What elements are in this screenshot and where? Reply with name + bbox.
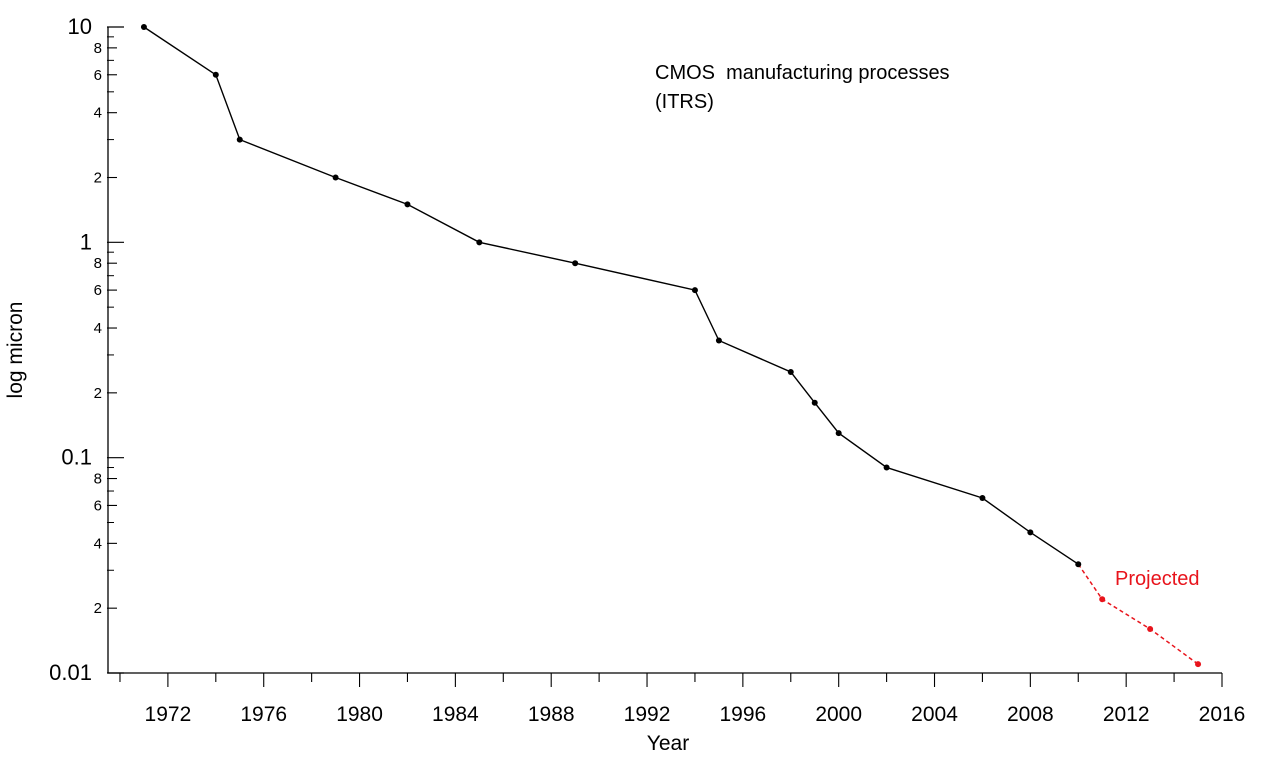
y-minor-tick-label: 4	[94, 320, 102, 337]
y-minor-tick-label: 2	[94, 170, 102, 187]
data-point	[572, 260, 579, 267]
y-tick-label: 10	[68, 14, 92, 39]
y-minor-tick-label: 6	[94, 67, 102, 84]
chart-title: CMOS manufacturing processes	[655, 62, 950, 84]
x-tick-label: 1992	[624, 703, 671, 726]
y-minor-tick-label: 6	[94, 282, 102, 299]
y-ticks: 10 1 0.1 0.01 8 6 4 2 8 6 4 2 8 6 4 2	[49, 14, 124, 685]
data-point	[715, 337, 722, 344]
axes	[107, 27, 1222, 674]
data-point	[1147, 626, 1154, 633]
x-axis-title: Year	[647, 732, 689, 755]
data-point	[404, 201, 411, 208]
y-minor-tick-label: 2	[94, 385, 102, 402]
x-tick-label: 2004	[911, 703, 958, 726]
y-minor-tick-label: 8	[94, 40, 102, 57]
x-ticks: 1972 1976 1980 1984 1988 1992 1996 2000 2004 2008…	[119, 673, 1246, 726]
x-tick-label: 2008	[1007, 703, 1054, 726]
data-point	[140, 24, 147, 30]
y-tick-label: 0.01	[49, 660, 92, 685]
data-point	[1195, 661, 1202, 668]
series-line-0	[143, 26, 1079, 565]
x-tick-label: 1980	[336, 703, 383, 726]
x-tick-label: 1996	[720, 703, 767, 726]
data-point	[787, 368, 794, 375]
data-point	[883, 464, 890, 471]
y-tick-label: 0.1	[61, 445, 92, 470]
y-minor-tick-label: 4	[94, 105, 102, 122]
data-point	[979, 494, 986, 501]
x-tick-label: 1988	[528, 703, 575, 726]
y-tick-label: 1	[80, 229, 92, 254]
data-point	[1027, 529, 1034, 536]
y-axis-title: log micron	[4, 302, 27, 399]
series-layer	[140, 24, 1202, 668]
x-tick-label: 1984	[432, 703, 479, 726]
x-tick-label: 1972	[145, 703, 192, 726]
data-point	[835, 430, 842, 437]
chart-subtitle: (ITRS)	[655, 91, 714, 113]
y-minor-tick-label: 8	[94, 471, 102, 488]
data-point	[1099, 596, 1106, 603]
data-point	[332, 174, 339, 181]
x-tick-label: 1976	[240, 703, 287, 726]
data-point	[236, 136, 243, 143]
data-point	[212, 71, 219, 78]
data-point	[476, 239, 483, 246]
y-minor-tick-label: 6	[94, 497, 102, 514]
y-minor-tick-label: 8	[94, 255, 102, 272]
data-point	[811, 399, 818, 406]
y-minor-tick-label: 2	[94, 600, 102, 617]
projected-label: Projected	[1115, 568, 1200, 590]
y-minor-tick-label: 4	[94, 535, 102, 552]
data-point	[1075, 561, 1082, 568]
x-tick-label: 2012	[1103, 703, 1150, 726]
series-line-1	[1077, 563, 1199, 665]
x-tick-label: 2000	[815, 703, 862, 726]
x-tick-label: 2016	[1199, 703, 1246, 726]
data-point	[691, 287, 698, 294]
